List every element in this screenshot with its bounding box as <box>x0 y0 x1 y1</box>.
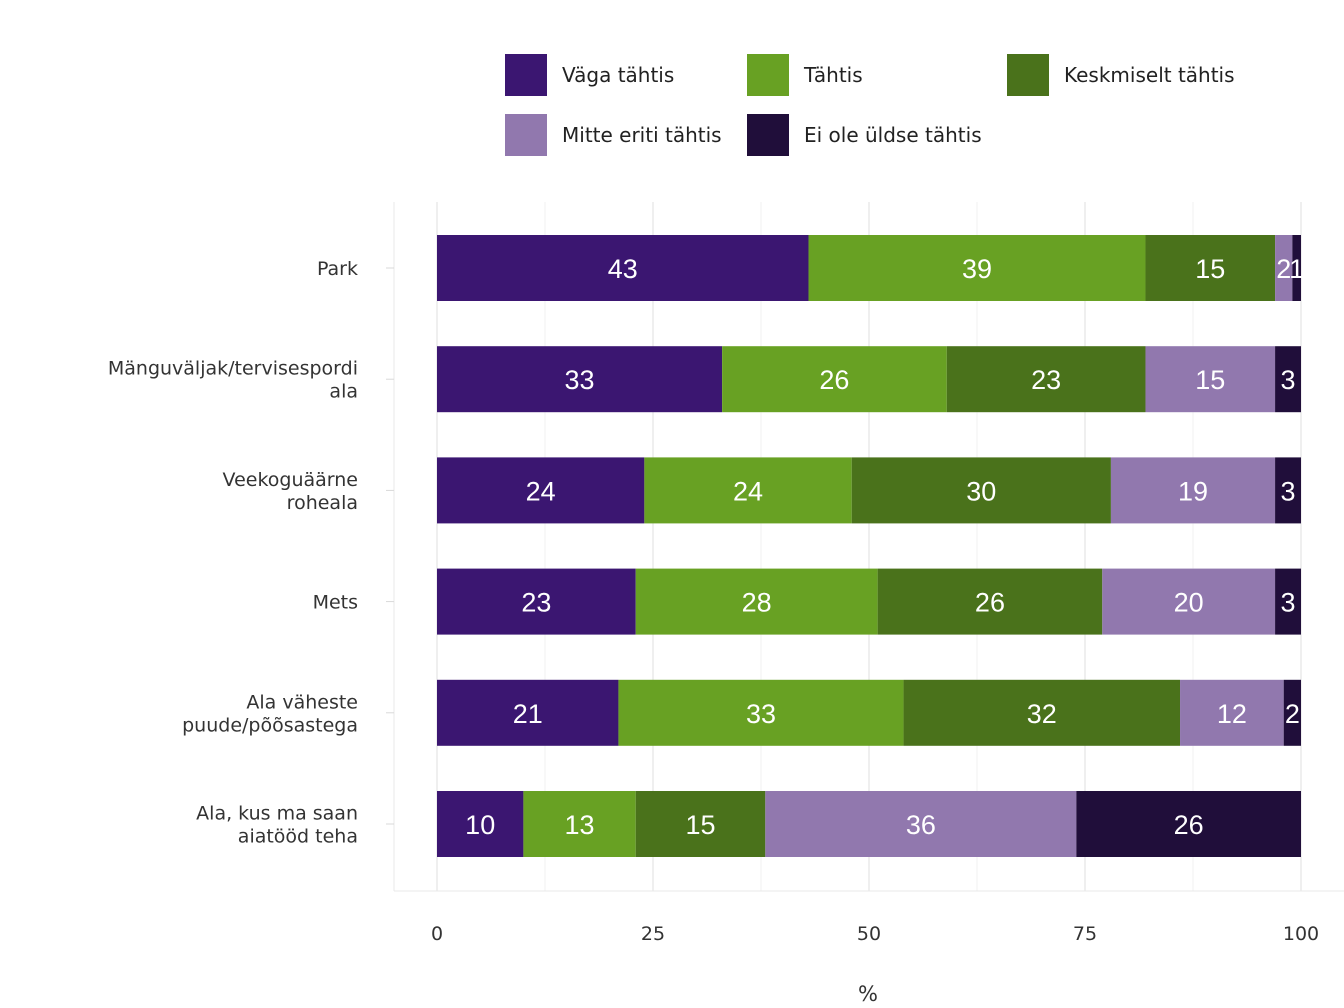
bar-value-label: 30 <box>966 476 996 506</box>
bar-segment <box>765 791 1077 857</box>
bar-value-label: 23 <box>1031 365 1061 395</box>
bar-segment <box>644 457 852 524</box>
bar-segment <box>903 679 1181 746</box>
x-tick-label: 25 <box>641 923 665 945</box>
legend-label: Keskmiselt tähtis <box>1064 63 1235 87</box>
x-axis: % 0 25 50 75 100 <box>431 923 1319 1006</box>
bar-segment <box>1275 568 1301 635</box>
x-tick-label: 50 <box>857 923 881 945</box>
category-label: Ala väheste <box>246 691 358 713</box>
category-label: Mets <box>313 592 358 614</box>
x-tick-label: 75 <box>1073 923 1097 945</box>
bar-value-label: 23 <box>521 588 551 618</box>
legend: Väga tähtis Tähtis Keskmiselt tähtis Mitte … <box>505 54 1235 156</box>
bar-value-label: 20 <box>1174 588 1204 618</box>
bar-value-label: 26 <box>819 365 849 395</box>
bar-value-label: 15 <box>685 810 715 840</box>
category-label: puude/põõsastega <box>182 714 358 736</box>
category-label: Ala, kus ma saan <box>196 803 358 825</box>
bar-segment <box>523 791 636 857</box>
legend-label: Mitte eriti tähtis <box>562 123 722 147</box>
bar-segment <box>877 568 1103 635</box>
bar-segment <box>437 679 619 746</box>
bar-value-label: 24 <box>526 476 556 506</box>
bar-segment <box>851 457 1111 524</box>
bar-segment <box>1145 346 1276 413</box>
bar-segment <box>635 568 878 635</box>
bar-segment <box>437 791 524 857</box>
x-tick-label: 100 <box>1283 923 1319 945</box>
legend-key <box>747 114 789 156</box>
category-label: aiatööd teha <box>238 826 358 848</box>
bar-value-label: 3 <box>1281 365 1296 395</box>
legend-label: Väga tähtis <box>562 63 674 87</box>
bar-segment <box>635 791 766 857</box>
legend-key <box>505 114 547 156</box>
legend-key <box>747 54 789 96</box>
bar-value-label: 43 <box>608 254 638 284</box>
category-label: Veekoguäärne <box>223 469 358 491</box>
bar-value-label: 33 <box>565 365 595 395</box>
category-label: Park <box>317 258 358 280</box>
category-label: Mänguväljak/tervisespordi <box>108 358 358 380</box>
legend-label: Tähtis <box>803 63 863 87</box>
bar-segment <box>1275 235 1293 301</box>
bar-segment <box>437 235 809 301</box>
bar-segment <box>1145 235 1276 301</box>
bar-value-label: 33 <box>746 699 776 729</box>
bar-value-label: 24 <box>733 476 763 506</box>
bar-value-label: 13 <box>565 810 595 840</box>
bar-value-label: 28 <box>742 588 772 618</box>
bar-value-label: 19 <box>1178 476 1208 506</box>
bar-value-label: 15 <box>1195 254 1225 284</box>
legend-key <box>505 54 547 96</box>
grid <box>393 202 1344 892</box>
bar-segment <box>1275 457 1301 524</box>
bar-segment <box>1275 346 1301 413</box>
bar-segment <box>437 346 723 413</box>
bar-segment <box>437 457 645 524</box>
bar-value-label: 21 <box>513 699 543 729</box>
bar-value-label: 3 <box>1281 476 1296 506</box>
category-label: ala <box>329 381 358 403</box>
bar-value-label: 2 <box>1276 254 1291 284</box>
bar-value-label: 1 <box>1289 254 1304 284</box>
x-axis-title: % <box>858 982 878 1006</box>
bar-segment <box>1076 791 1301 857</box>
bar-value-label: 10 <box>465 810 495 840</box>
bar-segment <box>1180 679 1284 746</box>
legend-label: Ei ole üldse tähtis <box>804 123 982 147</box>
bar-segment <box>437 568 636 635</box>
bar-segment <box>1292 235 1301 301</box>
bar-value-label: 36 <box>906 810 936 840</box>
bar-segment <box>618 679 904 746</box>
bar-value-label: 3 <box>1281 588 1296 618</box>
bar-value-label: 26 <box>1174 810 1204 840</box>
category-label: roheala <box>287 492 358 514</box>
bar-segment <box>1110 457 1276 524</box>
bar-value-label: 39 <box>962 254 992 284</box>
bar-value-label: 2 <box>1285 699 1300 729</box>
bar-value-label: 12 <box>1217 699 1247 729</box>
bar-segment <box>722 346 947 413</box>
bar-segment <box>946 346 1146 413</box>
bar-value-label: 32 <box>1027 699 1057 729</box>
bar-segment <box>808 235 1146 301</box>
bar-value-label: 15 <box>1195 365 1225 395</box>
legend-key <box>1007 54 1049 96</box>
x-tick-label: 0 <box>431 923 443 945</box>
bar-value-label: 26 <box>975 588 1005 618</box>
bar-segment <box>1102 568 1276 635</box>
bar-segment <box>1283 679 1301 746</box>
